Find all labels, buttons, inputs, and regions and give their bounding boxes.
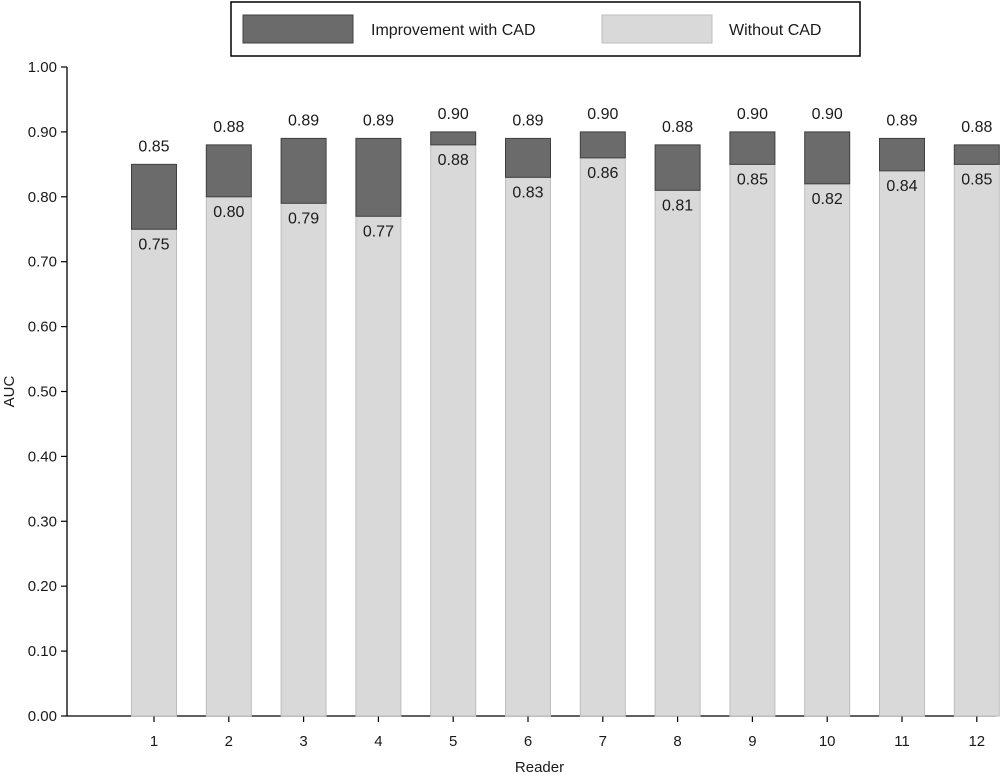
bar-without-cad bbox=[355, 215, 402, 717]
y-tick-label: 0.10 bbox=[28, 643, 57, 660]
without-cad-value-label: 0.84 bbox=[886, 178, 917, 195]
x-tick-label: 12 bbox=[968, 733, 985, 750]
bar-improvement-with-cad bbox=[205, 144, 252, 198]
with-cad-value-label: 0.88 bbox=[213, 119, 244, 136]
y-tick-label: 0.50 bbox=[28, 384, 57, 401]
bar-without-cad bbox=[280, 202, 327, 717]
without-cad-value-label: 0.88 bbox=[438, 152, 469, 169]
x-tick-label: 2 bbox=[225, 733, 233, 750]
bar-without-cad bbox=[131, 228, 177, 717]
x-tick-label: 4 bbox=[374, 733, 382, 750]
legend-label-without-cad: Without CAD bbox=[729, 22, 821, 39]
x-tick-label: 8 bbox=[673, 733, 681, 750]
bar-improvement-with-cad bbox=[654, 144, 701, 191]
bar-improvement-with-cad bbox=[280, 137, 327, 204]
with-cad-value-label: 0.89 bbox=[512, 112, 543, 129]
without-cad-value-label: 0.75 bbox=[138, 236, 169, 253]
bar-improvement-with-cad bbox=[131, 163, 177, 230]
y-tick-label: 0.60 bbox=[28, 319, 57, 336]
y-tick-label: 0.30 bbox=[28, 513, 57, 530]
bar-improvement-with-cad bbox=[430, 131, 477, 146]
with-cad-value-label: 0.85 bbox=[138, 138, 169, 155]
bar-improvement-with-cad bbox=[355, 137, 402, 217]
with-cad-value-label: 0.88 bbox=[662, 119, 693, 136]
bar-improvement-with-cad bbox=[579, 131, 626, 159]
x-tick-label: 6 bbox=[524, 733, 532, 750]
x-tick-label: 10 bbox=[819, 733, 836, 750]
x-tick-label: 7 bbox=[599, 733, 607, 750]
legend-swatch-without-cad bbox=[601, 14, 713, 44]
legend-label-improvement: Improvement with CAD bbox=[371, 22, 536, 39]
without-cad-value-label: 0.85 bbox=[737, 171, 768, 188]
without-cad-value-label: 0.77 bbox=[363, 223, 394, 240]
bar-without-cad bbox=[579, 157, 626, 717]
bar-without-cad bbox=[205, 196, 252, 717]
y-tick-label: 0.70 bbox=[28, 254, 57, 271]
x-tick-label: 3 bbox=[299, 733, 307, 750]
y-tick-label: 0.40 bbox=[28, 448, 57, 465]
with-cad-value-label: 0.89 bbox=[288, 112, 319, 129]
bar-without-cad bbox=[430, 144, 477, 717]
without-cad-value-label: 0.80 bbox=[213, 204, 244, 221]
legend: Improvement with CAD Without CAD bbox=[230, 1, 861, 57]
x-tick-label: 9 bbox=[748, 733, 756, 750]
bar-without-cad bbox=[953, 163, 1000, 717]
without-cad-value-label: 0.81 bbox=[662, 197, 693, 214]
bar-without-cad bbox=[879, 170, 925, 717]
bar-without-cad bbox=[804, 183, 851, 717]
bars bbox=[131, 131, 1000, 717]
y-axis-title: AUC bbox=[1, 375, 18, 407]
without-cad-value-label: 0.83 bbox=[512, 184, 543, 201]
with-cad-value-label: 0.90 bbox=[812, 106, 843, 123]
without-cad-value-label: 0.79 bbox=[288, 210, 319, 227]
with-cad-value-label: 0.89 bbox=[886, 112, 917, 129]
bar-improvement-with-cad bbox=[505, 137, 551, 178]
with-cad-value-label: 0.90 bbox=[587, 106, 618, 123]
x-tick-label: 5 bbox=[449, 733, 457, 750]
y-tick-label: 0.90 bbox=[28, 124, 57, 141]
bar-improvement-with-cad bbox=[953, 144, 1000, 165]
y-tick-label: 0.80 bbox=[28, 189, 57, 206]
x-axis-title: Reader bbox=[515, 759, 564, 775]
bar-improvement-with-cad bbox=[729, 131, 776, 165]
bar-improvement-with-cad bbox=[804, 131, 851, 185]
x-tick-label: 11 bbox=[894, 733, 910, 750]
y-tick-label: 0.00 bbox=[28, 708, 57, 725]
bar-without-cad bbox=[505, 176, 551, 717]
without-cad-value-label: 0.85 bbox=[961, 171, 992, 188]
bar-without-cad bbox=[654, 189, 701, 717]
legend-swatch-improvement bbox=[242, 14, 354, 44]
without-cad-value-label: 0.82 bbox=[812, 191, 843, 208]
with-cad-value-label: 0.89 bbox=[363, 112, 394, 129]
with-cad-value-label: 0.88 bbox=[961, 119, 992, 136]
data-labels: 0.85 0.75 0.88 0.80 0.89 0.79 0.89 0.77 0.90 0.88… bbox=[138, 106, 992, 253]
with-cad-value-label: 0.90 bbox=[737, 106, 768, 123]
bar-improvement-with-cad bbox=[879, 137, 925, 172]
bar-without-cad bbox=[729, 163, 776, 717]
x-tick-label: 1 bbox=[150, 733, 158, 750]
with-cad-value-label: 0.90 bbox=[438, 106, 469, 123]
y-tick-label: 1.00 bbox=[28, 59, 57, 76]
without-cad-value-label: 0.86 bbox=[587, 165, 618, 182]
y-tick-label: 0.20 bbox=[28, 578, 57, 595]
